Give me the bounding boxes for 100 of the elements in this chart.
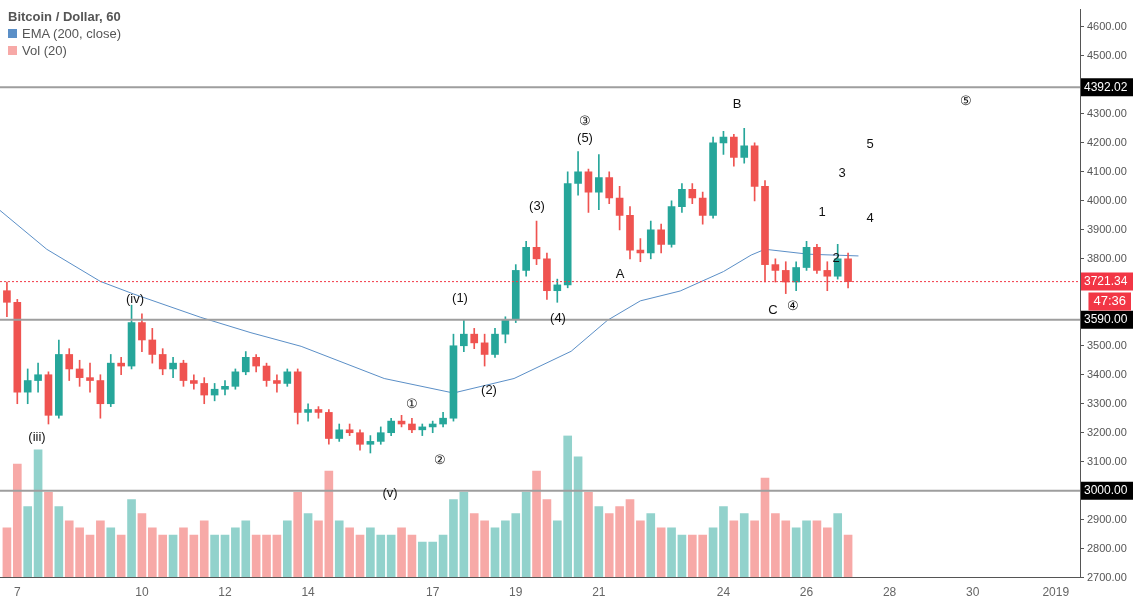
bar (386, 534, 396, 578)
bar (199, 520, 209, 578)
candlestick (190, 374, 198, 390)
annotation: (1) (452, 289, 468, 305)
y-tick-label: 4300.00 (1087, 106, 1127, 119)
annotation: A (615, 265, 625, 281)
annotation: (2) (481, 381, 497, 397)
x-tick-label: 7 (13, 585, 21, 600)
bar (262, 534, 271, 578)
y-tick-label: 4500.00 (1087, 49, 1127, 61)
annotation: 3 (838, 164, 846, 180)
bar (677, 534, 687, 578)
bar (667, 527, 676, 578)
bar (127, 499, 136, 578)
bar (739, 513, 749, 578)
annotation: (3) (529, 197, 545, 213)
bar (303, 513, 313, 578)
bar (116, 534, 126, 578)
x-tick-label: 19 (509, 585, 523, 600)
x-tick-label: 17 (426, 585, 440, 600)
bar (719, 506, 728, 578)
y-tick-label: 3500.00 (1087, 338, 1127, 351)
bar (293, 492, 303, 578)
bar (449, 499, 458, 578)
bar (594, 506, 604, 578)
bar (584, 492, 593, 578)
x-tick-label: 10 (135, 585, 149, 600)
y-tick-label: 2700.00 (1087, 570, 1127, 583)
ref-line-label: 3000.00 (1084, 482, 1128, 497)
annotation: 4 (866, 209, 874, 225)
bar (355, 534, 365, 578)
candlestick (34, 362, 42, 393)
y-tick-label: 3400.00 (1087, 367, 1127, 380)
bar (802, 520, 811, 578)
bar (459, 492, 469, 578)
bar (791, 527, 801, 578)
annotation: 2 (832, 249, 840, 265)
bar (708, 527, 718, 578)
bar (542, 499, 552, 578)
annotation: 5 (866, 135, 874, 151)
bar (490, 527, 500, 578)
y-tick-label: 2800.00 (1087, 541, 1127, 554)
annotation: C (768, 301, 778, 317)
bar (656, 527, 666, 578)
x-tick-label: 24 (716, 585, 731, 600)
x-tick-label: 2019 (1042, 585, 1070, 600)
x-tick-label: 30 (966, 585, 980, 600)
bar (210, 534, 219, 578)
ref-line-label: 3721.34 (1084, 273, 1128, 288)
bar (438, 534, 448, 578)
bar (251, 534, 261, 578)
bar (625, 499, 635, 578)
y-tick-label: 3100.00 (1087, 454, 1127, 467)
y-tick-label: 3300.00 (1087, 396, 1127, 409)
x-tick-label: 14 (301, 585, 316, 600)
y-tick-label: 3200.00 (1087, 425, 1127, 438)
bar (636, 520, 645, 578)
y-tick-label: 2900.00 (1087, 512, 1127, 525)
bar (44, 492, 53, 578)
annotation: ③ (579, 112, 591, 128)
text: 47:36 (1093, 293, 1127, 309)
annotation: ② (434, 451, 446, 467)
bar (85, 534, 95, 578)
y-tick-label: 4600.00 (1087, 20, 1127, 33)
bar (54, 506, 64, 578)
x-tick-label: 28 (882, 585, 897, 600)
y-tick-label: 4000.00 (1087, 193, 1127, 206)
bar (33, 449, 43, 578)
candlestick (304, 403, 312, 422)
bar (833, 513, 843, 578)
bar (179, 527, 188, 578)
y-tick-label: 4100.00 (1087, 164, 1127, 177)
legend-label: Vol (20) (21, 42, 68, 59)
annotation: (v) (382, 484, 398, 500)
ref-line-label: 4392.02 (1084, 79, 1128, 94)
annotation: ④ (787, 297, 799, 313)
bar (189, 534, 199, 578)
x-tick-label: 21 (592, 585, 606, 600)
annotation: (4) (550, 309, 566, 325)
annotation: B (732, 95, 742, 111)
bar (334, 520, 344, 578)
bar (314, 520, 323, 578)
annotation: 1 (818, 203, 826, 219)
bar (345, 527, 354, 578)
bar (532, 470, 541, 578)
annotation: (iv) (125, 290, 145, 306)
x-tick-label: 12 (218, 585, 232, 600)
bar (137, 513, 147, 578)
bar (397, 527, 406, 578)
bar (272, 534, 282, 578)
bar (282, 520, 292, 578)
candlestick (273, 374, 281, 393)
bar (750, 520, 759, 578)
bar (2, 527, 12, 578)
ref-line-label: 3590.00 (1084, 311, 1128, 326)
chart-title: Bitcoin / Dollar, 60 (8, 8, 121, 25)
x-tick-label: 26 (799, 585, 814, 600)
bar (760, 477, 770, 578)
bar (521, 492, 531, 578)
bar (324, 470, 334, 578)
